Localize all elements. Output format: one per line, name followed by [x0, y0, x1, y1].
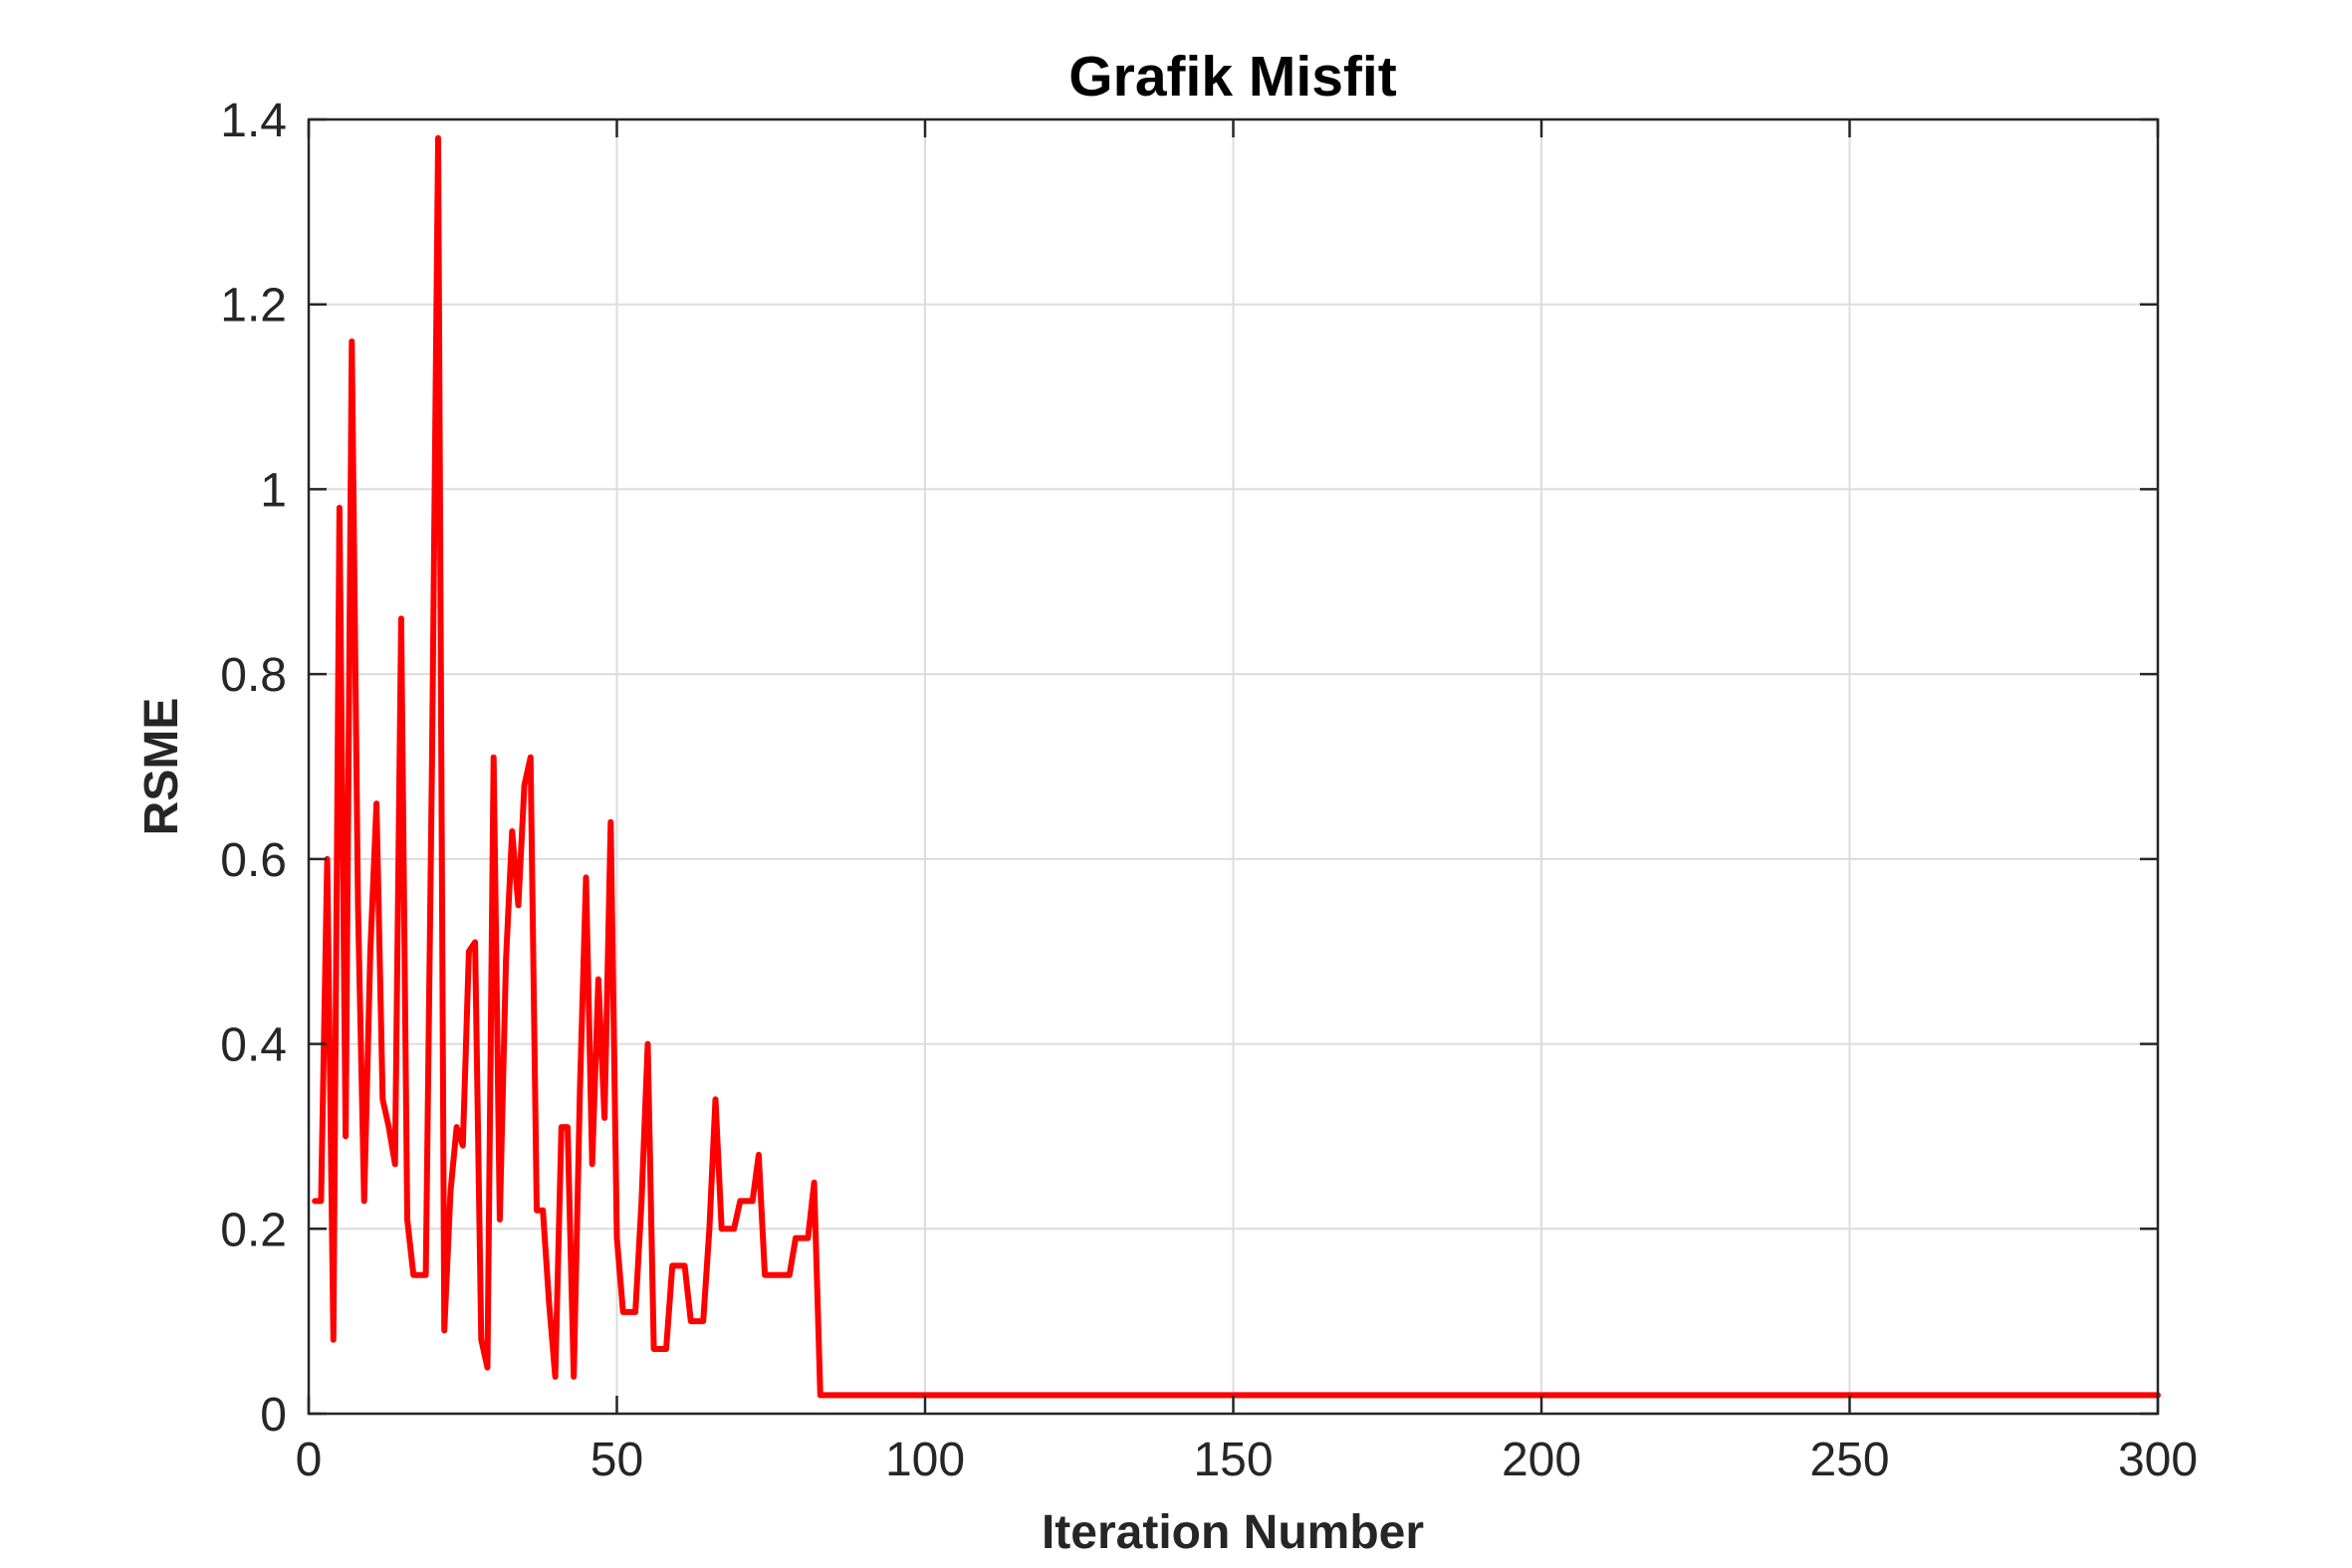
x-tick-label: 100: [885, 1434, 965, 1486]
y-tick-label: 1.4: [220, 95, 287, 147]
grid-lines: [309, 119, 2158, 1414]
x-tick-label: 250: [1809, 1434, 1889, 1486]
x-tick-label: 0: [296, 1434, 323, 1486]
y-tick-label: 0.8: [220, 649, 287, 702]
chart-title: Grafik Misfit: [1068, 45, 1396, 109]
y-tick-label: 0: [260, 1389, 287, 1442]
x-tick-label: 300: [2118, 1434, 2198, 1486]
series-layer: [312, 134, 2161, 1399]
y-tick-label: 1: [260, 464, 287, 517]
y-axis-label: RSME: [135, 698, 188, 836]
tick-marks: [307, 117, 2160, 1416]
y-tick-label: 0.2: [220, 1204, 287, 1256]
y-tick-label: 0.4: [220, 1019, 287, 1072]
series-line: [312, 134, 2161, 1399]
x-tick-label: 50: [590, 1434, 643, 1486]
tick-labels: 0 50 100 150 200 250 300 0 0.2 0.4 0.6 0.8 1 1.2 1.4: [220, 95, 2198, 1486]
x-tick-label: 150: [1193, 1434, 1273, 1486]
x-tick-label: 200: [1502, 1434, 1581, 1486]
y-tick-label: 0.6: [220, 834, 287, 887]
y-tick-label: 1.2: [220, 280, 287, 333]
x-axis-label: Iteration Number: [1042, 1506, 1424, 1559]
